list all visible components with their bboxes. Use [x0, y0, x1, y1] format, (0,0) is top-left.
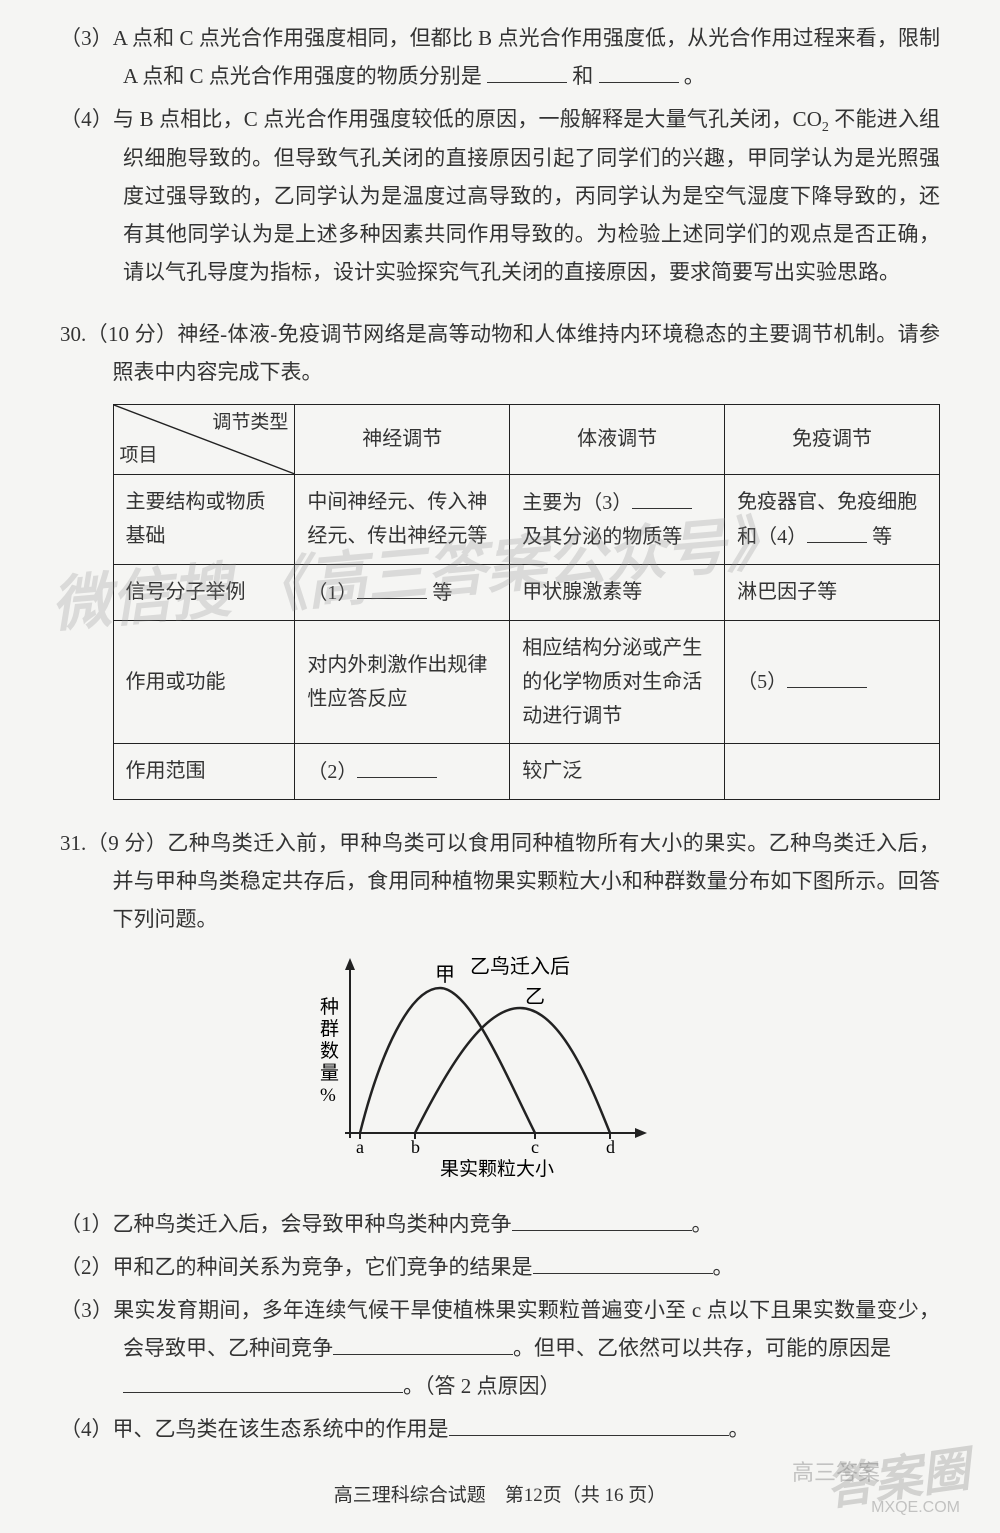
- y-label-5: %: [320, 1085, 336, 1106]
- row3-c1: 对内外刺激作出规律性应答反应: [295, 620, 510, 743]
- y-label-3: 数: [320, 1040, 339, 1062]
- q31-item-3: （3）果实发育期间，多年连续气候干旱使植株果实颗粒普遍变小至 c 点以下且果实数…: [60, 1292, 940, 1406]
- r2c1a: （1）: [307, 582, 357, 604]
- end: 。: [692, 1212, 713, 1236]
- r1c3b: 等: [872, 526, 892, 548]
- row4-c1: （2）: [295, 743, 510, 799]
- tick-c: c: [531, 1137, 539, 1157]
- blank: [487, 58, 567, 83]
- row1-label: 主要结构或物质基础: [113, 474, 295, 564]
- blank: [512, 1206, 692, 1231]
- row2-c1: （1） 等: [295, 564, 510, 620]
- end: 。: [729, 1417, 750, 1441]
- blank: [807, 519, 867, 543]
- row1-c2: 主要为（3） 及其分泌的物质等: [510, 474, 725, 564]
- q31-s3c: 。（答 2 点原因）: [403, 1374, 561, 1398]
- label-yi: 乙: [525, 986, 545, 1008]
- q31-num: 31.: [60, 831, 86, 855]
- q29-p4a: （4）与 B 点相比，C 点光合作用强度较低的原因，一般解释是大量气孔关闭，CO: [60, 107, 822, 131]
- y-label-2: 群: [320, 1018, 339, 1040]
- q31-item-4: （4）甲、乙鸟类在该生态系统中的作用是 。: [60, 1411, 940, 1449]
- q29-and: 和: [572, 64, 593, 88]
- tick-b: b: [411, 1137, 420, 1157]
- q31-s3b: 。但甲、乙依然可以共存，可能的原因是: [513, 1336, 891, 1360]
- q29-p4b: 不能进入组织细胞导致的。但导致气孔关闭的直接原因引起了同学们的兴趣，甲同学认为是…: [123, 107, 940, 284]
- page-footer: 高三理科综合试题 第12页（共 16 页）: [60, 1479, 940, 1513]
- q29-item-4: （4）与 B 点相比，C 点光合作用强度较低的原因，一般解释是大量气孔关闭，CO…: [60, 101, 940, 292]
- row4-c2: 较广泛: [510, 743, 725, 799]
- question-30: 30.（10 分）神经-体液-免疫调节网络是高等动物和人体维持内环境稳态的主要调…: [60, 316, 940, 800]
- blank: [632, 485, 692, 509]
- row2-c2: 甲状腺激素等: [510, 564, 725, 620]
- y-label-1: 种: [320, 996, 339, 1018]
- blank: [357, 754, 437, 778]
- blank: [787, 664, 867, 688]
- blank: [123, 1368, 403, 1393]
- q30-intro: 30.（10 分）神经-体液-免疫调节网络是高等动物和人体维持内环境稳态的主要调…: [60, 316, 940, 392]
- y-label-4: 量: [320, 1063, 339, 1084]
- question-29-continued: （3）A 点和 C 点光合作用强度相同，但都比 B 点光合作用强度低，从光合作用…: [60, 20, 940, 291]
- label-jia: 甲: [435, 964, 455, 986]
- blank: [533, 1249, 713, 1274]
- q31-intro-text: （9 分）乙种鸟类迁入前，甲种鸟类可以食用同种植物所有大小的果实。乙种鸟类迁入后…: [86, 831, 940, 931]
- question-31: 31.（9 分）乙种鸟类迁入前，甲种鸟类可以食用同种植物所有大小的果实。乙种鸟类…: [60, 825, 940, 1449]
- end: 。: [713, 1255, 734, 1279]
- q29-end: 。: [684, 64, 705, 88]
- r1c2b: 及其分泌的物质等: [522, 526, 682, 548]
- q29-item-3: （3）A 点和 C 点光合作用强度相同，但都比 B 点光合作用强度低，从光合作用…: [60, 20, 940, 96]
- chart-svg: 甲 乙 乙鸟迁入后 种 群 数 量 % a b c d 果实颗粒大小: [320, 953, 680, 1183]
- r2c1b: 等: [432, 582, 452, 604]
- q31-intro: 31.（9 分）乙种鸟类迁入前，甲种鸟类可以食用同种植物所有大小的果实。乙种鸟类…: [60, 825, 940, 938]
- row2-label: 信号分子举例: [113, 564, 295, 620]
- row3-label: 作用或功能: [113, 620, 295, 743]
- row4-label: 作用范围: [113, 743, 295, 799]
- row3-c3: （5）: [725, 620, 940, 743]
- q30-intro-text: （10 分）神经-体液-免疫调节网络是高等动物和人体维持内环境稳态的主要调节机制…: [86, 322, 940, 384]
- r1c2a: 主要为（3）: [522, 492, 632, 514]
- col-head-3: 免疫调节: [725, 404, 940, 474]
- row2-c3: 淋巴因子等: [725, 564, 940, 620]
- q31-s4: （4）甲、乙鸟类在该生态系统中的作用是: [60, 1417, 449, 1441]
- blank: [449, 1411, 729, 1436]
- y-arrow-icon: [345, 958, 355, 970]
- q31-s2: （2）甲和乙的种间关系为竞争，它们竞争的结果是: [60, 1255, 533, 1279]
- q31-item-1: （1）乙种鸟类迁入后，会导致甲种鸟类种内竞争 。: [60, 1206, 940, 1244]
- q31-item-2: （2）甲和乙的种间关系为竞争，它们竞争的结果是 。: [60, 1249, 940, 1287]
- tick-d: d: [606, 1137, 615, 1157]
- diag-bot-label: 项目: [120, 440, 158, 472]
- curve-yi: [415, 1008, 610, 1133]
- tick-a: a: [356, 1137, 364, 1157]
- row1-c1: 中间神经元、传入神经元、传出神经元等: [295, 474, 510, 564]
- x-arrow-icon: [635, 1128, 647, 1138]
- x-label: 果实颗粒大小: [440, 1158, 554, 1180]
- co2-sub: 2: [822, 120, 829, 135]
- population-chart: 甲 乙 乙鸟迁入后 种 群 数 量 % a b c d 果实颗粒大小: [60, 953, 940, 1196]
- blank: [333, 1330, 513, 1355]
- r3c3: （5）: [737, 671, 787, 693]
- diag-header-cell: 调节类型 项目: [113, 404, 295, 474]
- regulation-table: 调节类型 项目 神经调节 体液调节 免疫调节 主要结构或物质基础 中间神经元、传…: [113, 404, 941, 800]
- q30-num: 30.: [60, 322, 86, 346]
- col-head-2: 体液调节: [510, 404, 725, 474]
- row3-c2: 相应结构分泌或产生的化学物质对生命活动进行调节: [510, 620, 725, 743]
- chart-title: 乙鸟迁入后: [470, 955, 570, 978]
- col-head-1: 神经调节: [295, 404, 510, 474]
- q31-s1: （1）乙种鸟类迁入后，会导致甲种鸟类种内竞争: [60, 1212, 512, 1236]
- r4c1: （2）: [307, 761, 357, 783]
- diag-top-label: 调节类型: [212, 407, 288, 439]
- row4-c3: [725, 743, 940, 799]
- blank: [357, 575, 427, 599]
- blank: [599, 58, 679, 83]
- row1-c3: 免疫器官、免疫细胞和（4） 等: [725, 474, 940, 564]
